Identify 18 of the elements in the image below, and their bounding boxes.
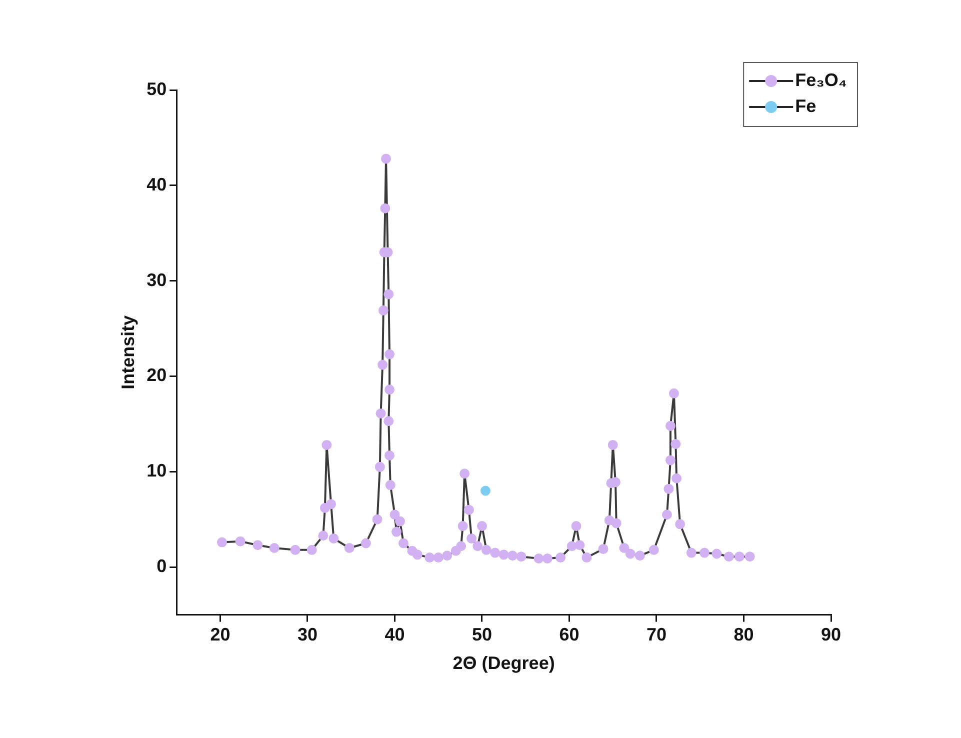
x-tick-label: 70 [646,624,667,645]
legend-label: Fe [795,96,816,116]
x-tick-label: 80 [734,624,754,645]
y-tick-label: 20 [146,365,167,386]
x-tick-label: 60 [559,624,580,645]
x-tick-label: 20 [210,624,230,645]
y-axis-title: Intensity [118,315,138,390]
x-tick-label: 30 [297,624,318,645]
y-tick-label: 40 [146,174,167,194]
y-tick-label: 0 [156,556,167,576]
x-tick-label: 40 [384,624,405,645]
x-tick-label: 90 [820,624,842,645]
x-tick-label: 50 [472,624,492,645]
x-axis-title: 2Θ (Degree) [452,653,555,674]
y-tick-label: 10 [146,460,167,481]
y-tick-label: 30 [146,270,167,290]
legend-label: Fe₃O₄ [795,70,848,90]
y-tick-label: 50 [146,78,167,99]
